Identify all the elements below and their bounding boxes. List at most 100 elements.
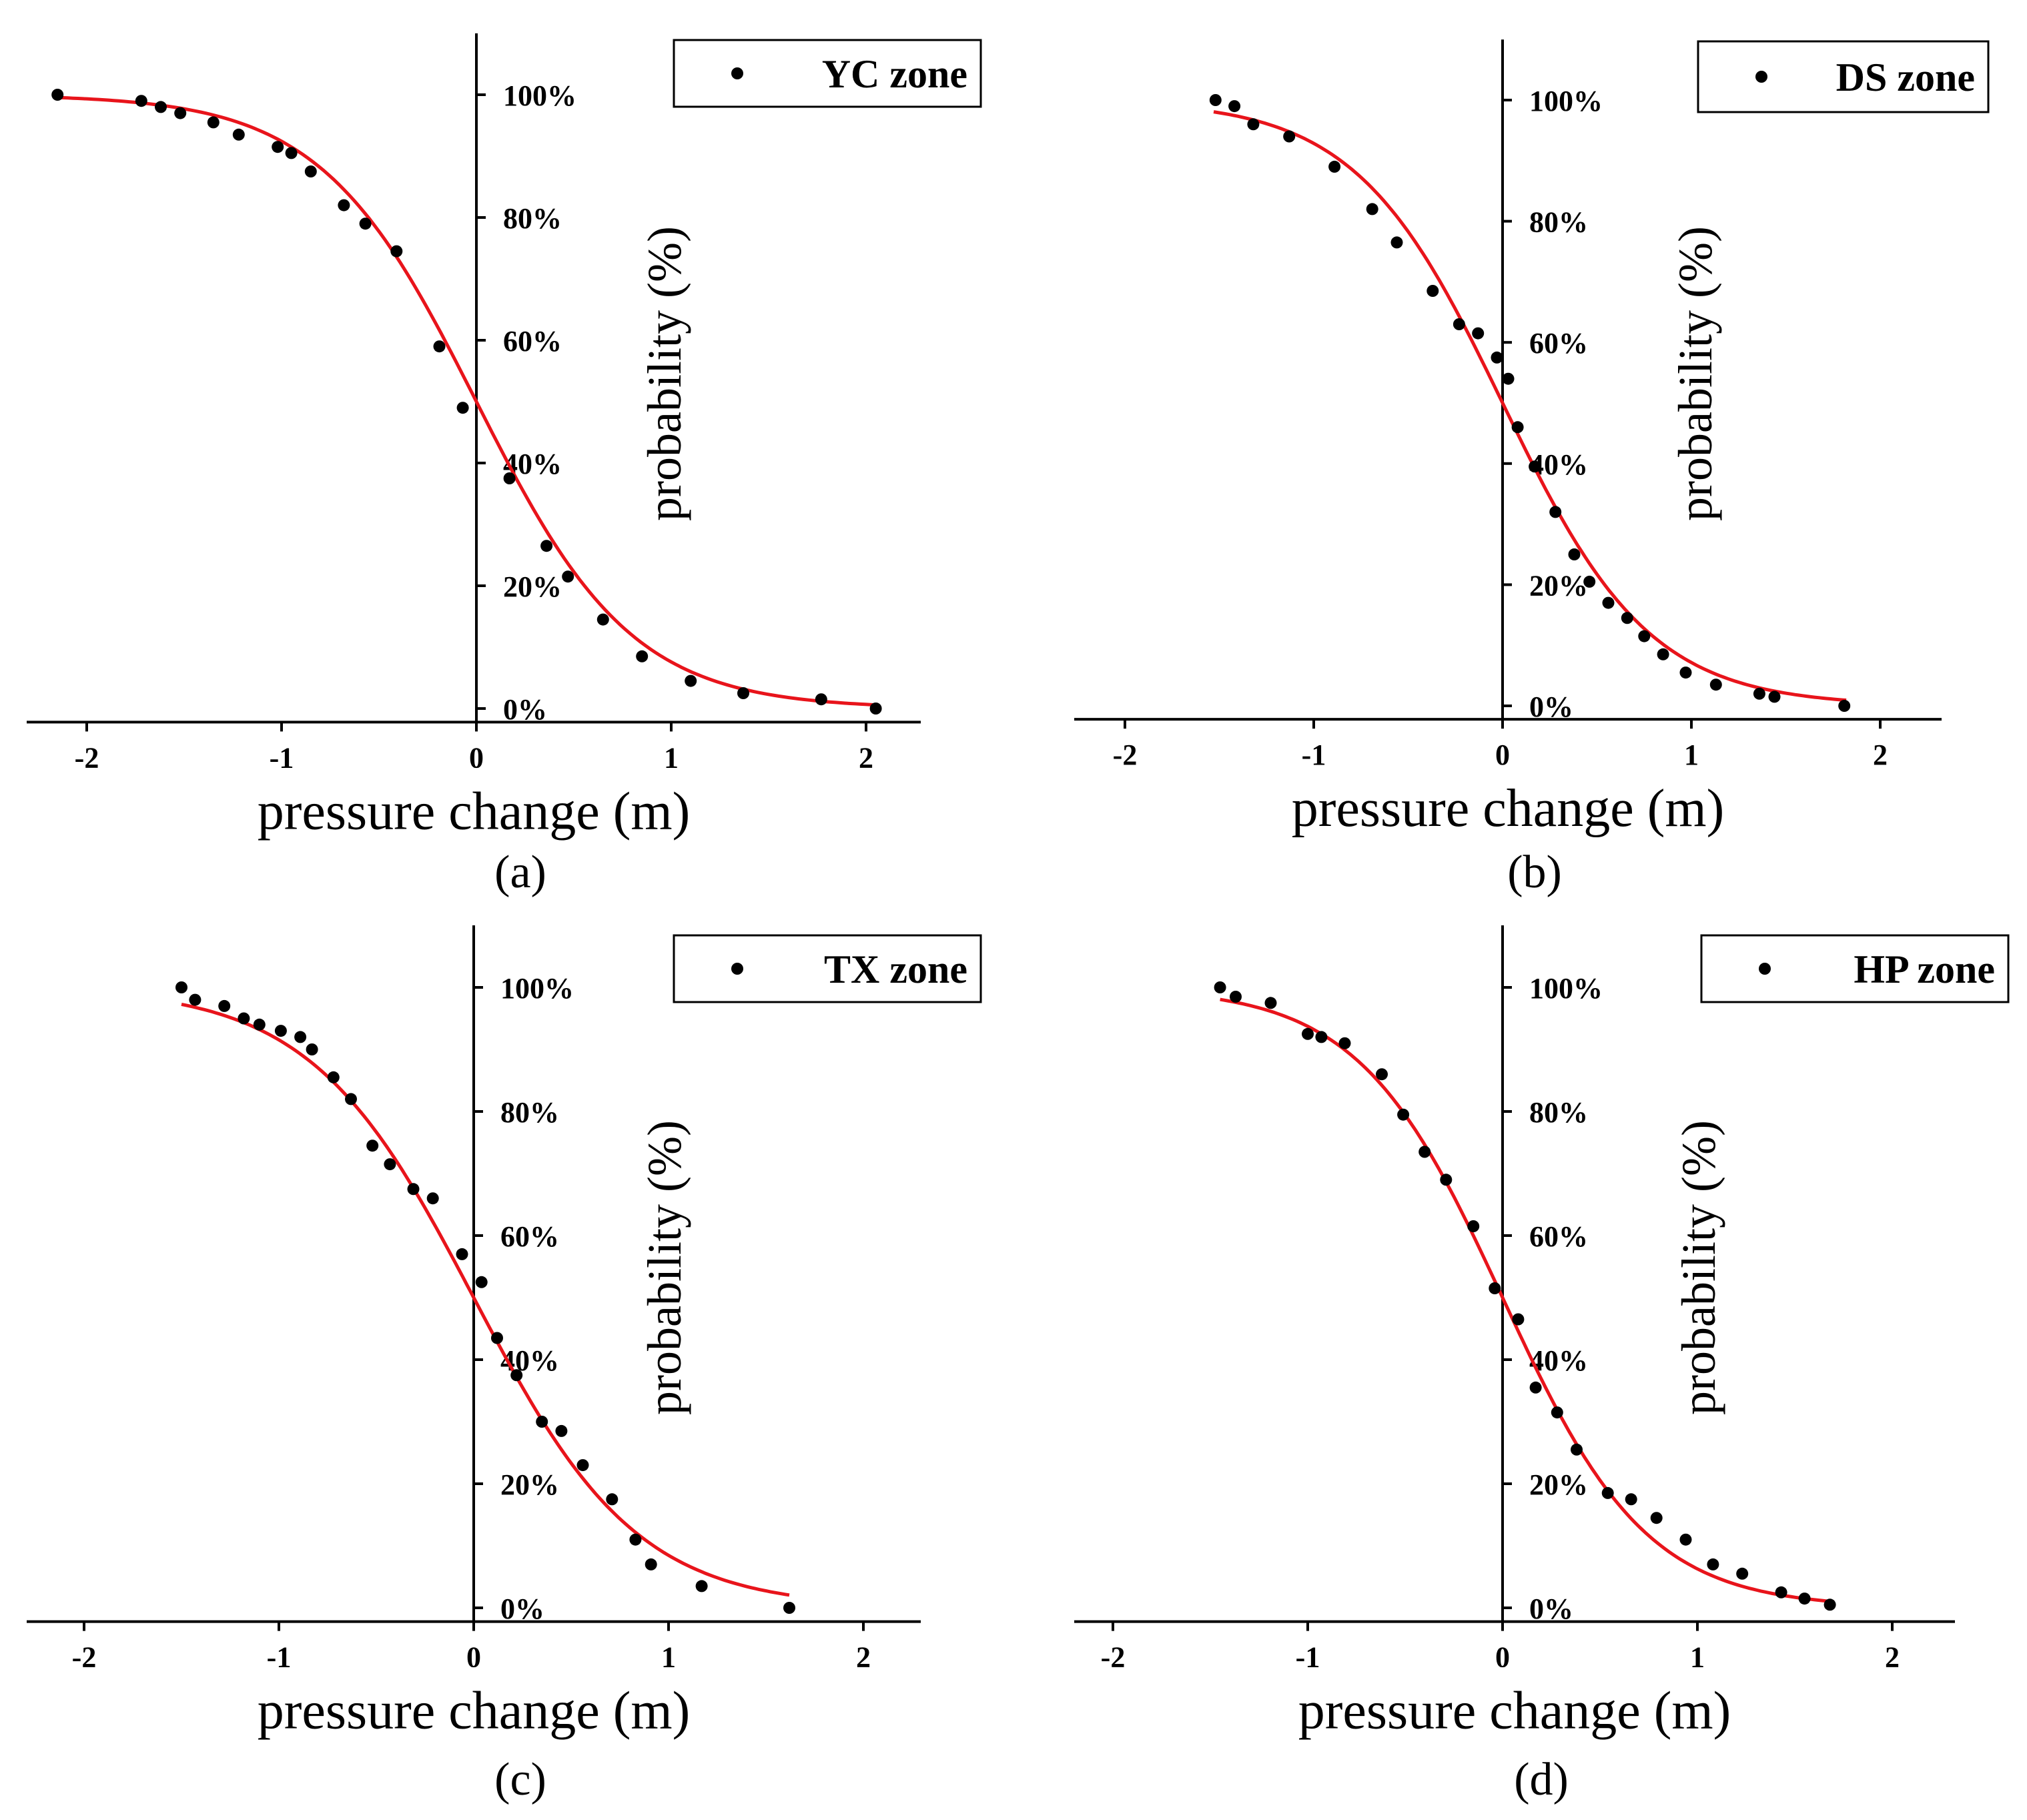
y-tick-label: 100% xyxy=(500,972,574,1005)
data-point xyxy=(175,981,187,993)
legend-box xyxy=(1697,40,1990,113)
data-point xyxy=(304,165,317,177)
y-tick-label: 0% xyxy=(503,693,547,726)
x-tick-label: -1 xyxy=(1296,1641,1320,1674)
y-axis-label: probability (%) xyxy=(638,1120,691,1415)
data-point xyxy=(306,1043,318,1055)
data-point xyxy=(1230,991,1242,1003)
y-tick-label: 100% xyxy=(1529,85,1603,117)
data-point xyxy=(475,1276,488,1288)
data-point xyxy=(606,1493,619,1506)
data-point xyxy=(1679,666,1692,679)
data-point xyxy=(1838,700,1851,712)
x-axis-label: pressure change (m) xyxy=(258,1682,691,1741)
x-tick-label: -2 xyxy=(72,1641,97,1674)
data-point xyxy=(1568,548,1581,560)
y-tick-label: 20% xyxy=(1529,569,1588,602)
data-point xyxy=(1638,630,1651,642)
fit-curve xyxy=(1220,997,1834,1604)
data-point xyxy=(1366,203,1378,215)
x-tick-label: -2 xyxy=(1113,739,1138,771)
x-tick-label: 2 xyxy=(1885,1641,1900,1674)
data-point xyxy=(1491,351,1503,364)
data-point xyxy=(1472,327,1485,340)
data-point xyxy=(510,1369,523,1382)
data-point xyxy=(636,650,649,662)
legend-box xyxy=(1700,934,2010,1003)
data-point xyxy=(272,141,284,153)
legend: YC zone xyxy=(673,39,982,108)
data-point xyxy=(1753,687,1765,700)
data-point xyxy=(1247,118,1260,131)
y-tick-label: 20% xyxy=(503,570,562,603)
data-point xyxy=(503,472,516,484)
data-point xyxy=(737,687,749,699)
legend: HP zone xyxy=(1700,934,2010,1003)
x-axis-label: pressure change (m) xyxy=(1298,1682,1731,1741)
data-point xyxy=(629,1533,642,1546)
data-point xyxy=(232,128,245,141)
data-point xyxy=(345,1093,357,1105)
legend-box xyxy=(673,39,982,108)
y-tick-label: 80% xyxy=(503,202,562,235)
data-point xyxy=(576,1459,589,1472)
data-point xyxy=(1529,1381,1542,1394)
data-point xyxy=(1512,1313,1525,1326)
data-point xyxy=(1551,1406,1563,1419)
y-tick-label: 20% xyxy=(1529,1468,1588,1501)
data-point xyxy=(540,540,553,552)
data-point xyxy=(1427,285,1439,297)
legend-marker xyxy=(1755,71,1767,83)
x-tick-label: 0 xyxy=(1495,1641,1510,1674)
y-tick-label: 60% xyxy=(500,1220,559,1253)
x-tick-label: 2 xyxy=(859,741,873,774)
panel-d: -2 -1 0 1 20%20%40%60%80%100%pressure change… xyxy=(1074,925,2010,1805)
data-point xyxy=(1798,1592,1811,1605)
data-point xyxy=(1707,1558,1719,1570)
data-point xyxy=(1453,318,1465,330)
data-point xyxy=(253,1018,266,1031)
data-point xyxy=(1283,130,1296,143)
data-point xyxy=(274,1025,287,1037)
data-point xyxy=(491,1332,503,1344)
legend-label: YC zone xyxy=(822,52,967,96)
fit-curve xyxy=(1213,110,1847,702)
legend-label: TX zone xyxy=(824,947,967,991)
x-axis-label: pressure change (m) xyxy=(258,782,691,841)
y-tick-label: 60% xyxy=(1529,327,1588,360)
data-point xyxy=(555,1424,568,1437)
data-point xyxy=(366,1140,379,1152)
data-point xyxy=(135,95,147,107)
data-point xyxy=(1709,678,1722,691)
data-point xyxy=(1823,1599,1836,1611)
x-tick-label: 1 xyxy=(1684,739,1699,771)
data-point xyxy=(426,1192,439,1205)
panel-a: -2 -1 0 1 20%20%40%60%80%100%pressure change… xyxy=(27,33,982,898)
data-point xyxy=(783,1602,795,1614)
y-tick-label: 80% xyxy=(500,1096,559,1129)
y-tick-label: 0% xyxy=(500,1592,544,1625)
y-axis-label: probability (%) xyxy=(638,226,691,521)
data-point xyxy=(207,116,220,129)
data-point xyxy=(1376,1068,1388,1081)
data-point xyxy=(1418,1146,1431,1158)
data-point xyxy=(51,89,64,101)
data-point xyxy=(456,402,469,414)
data-point xyxy=(384,1158,396,1171)
fit-curve xyxy=(57,95,876,707)
data-point xyxy=(359,217,372,230)
panel-c: -2 -1 0 1 20%20%40%60%80%100%pressure change… xyxy=(27,925,982,1805)
y-axis-label: probability (%) xyxy=(1672,1120,1725,1415)
data-point xyxy=(1602,596,1615,609)
data-point xyxy=(1650,1512,1663,1524)
legend-marker xyxy=(731,67,743,79)
legend-label: HP zone xyxy=(1854,947,1995,991)
x-tick-label: 1 xyxy=(661,1641,676,1674)
y-tick-label: 80% xyxy=(1529,206,1588,239)
x-tick-label: 0 xyxy=(466,1641,481,1674)
x-tick-label: 1 xyxy=(1690,1641,1705,1674)
data-point xyxy=(1315,1031,1328,1043)
data-point xyxy=(433,340,446,353)
x-tick-label: -1 xyxy=(267,1641,292,1674)
data-point xyxy=(218,999,231,1012)
